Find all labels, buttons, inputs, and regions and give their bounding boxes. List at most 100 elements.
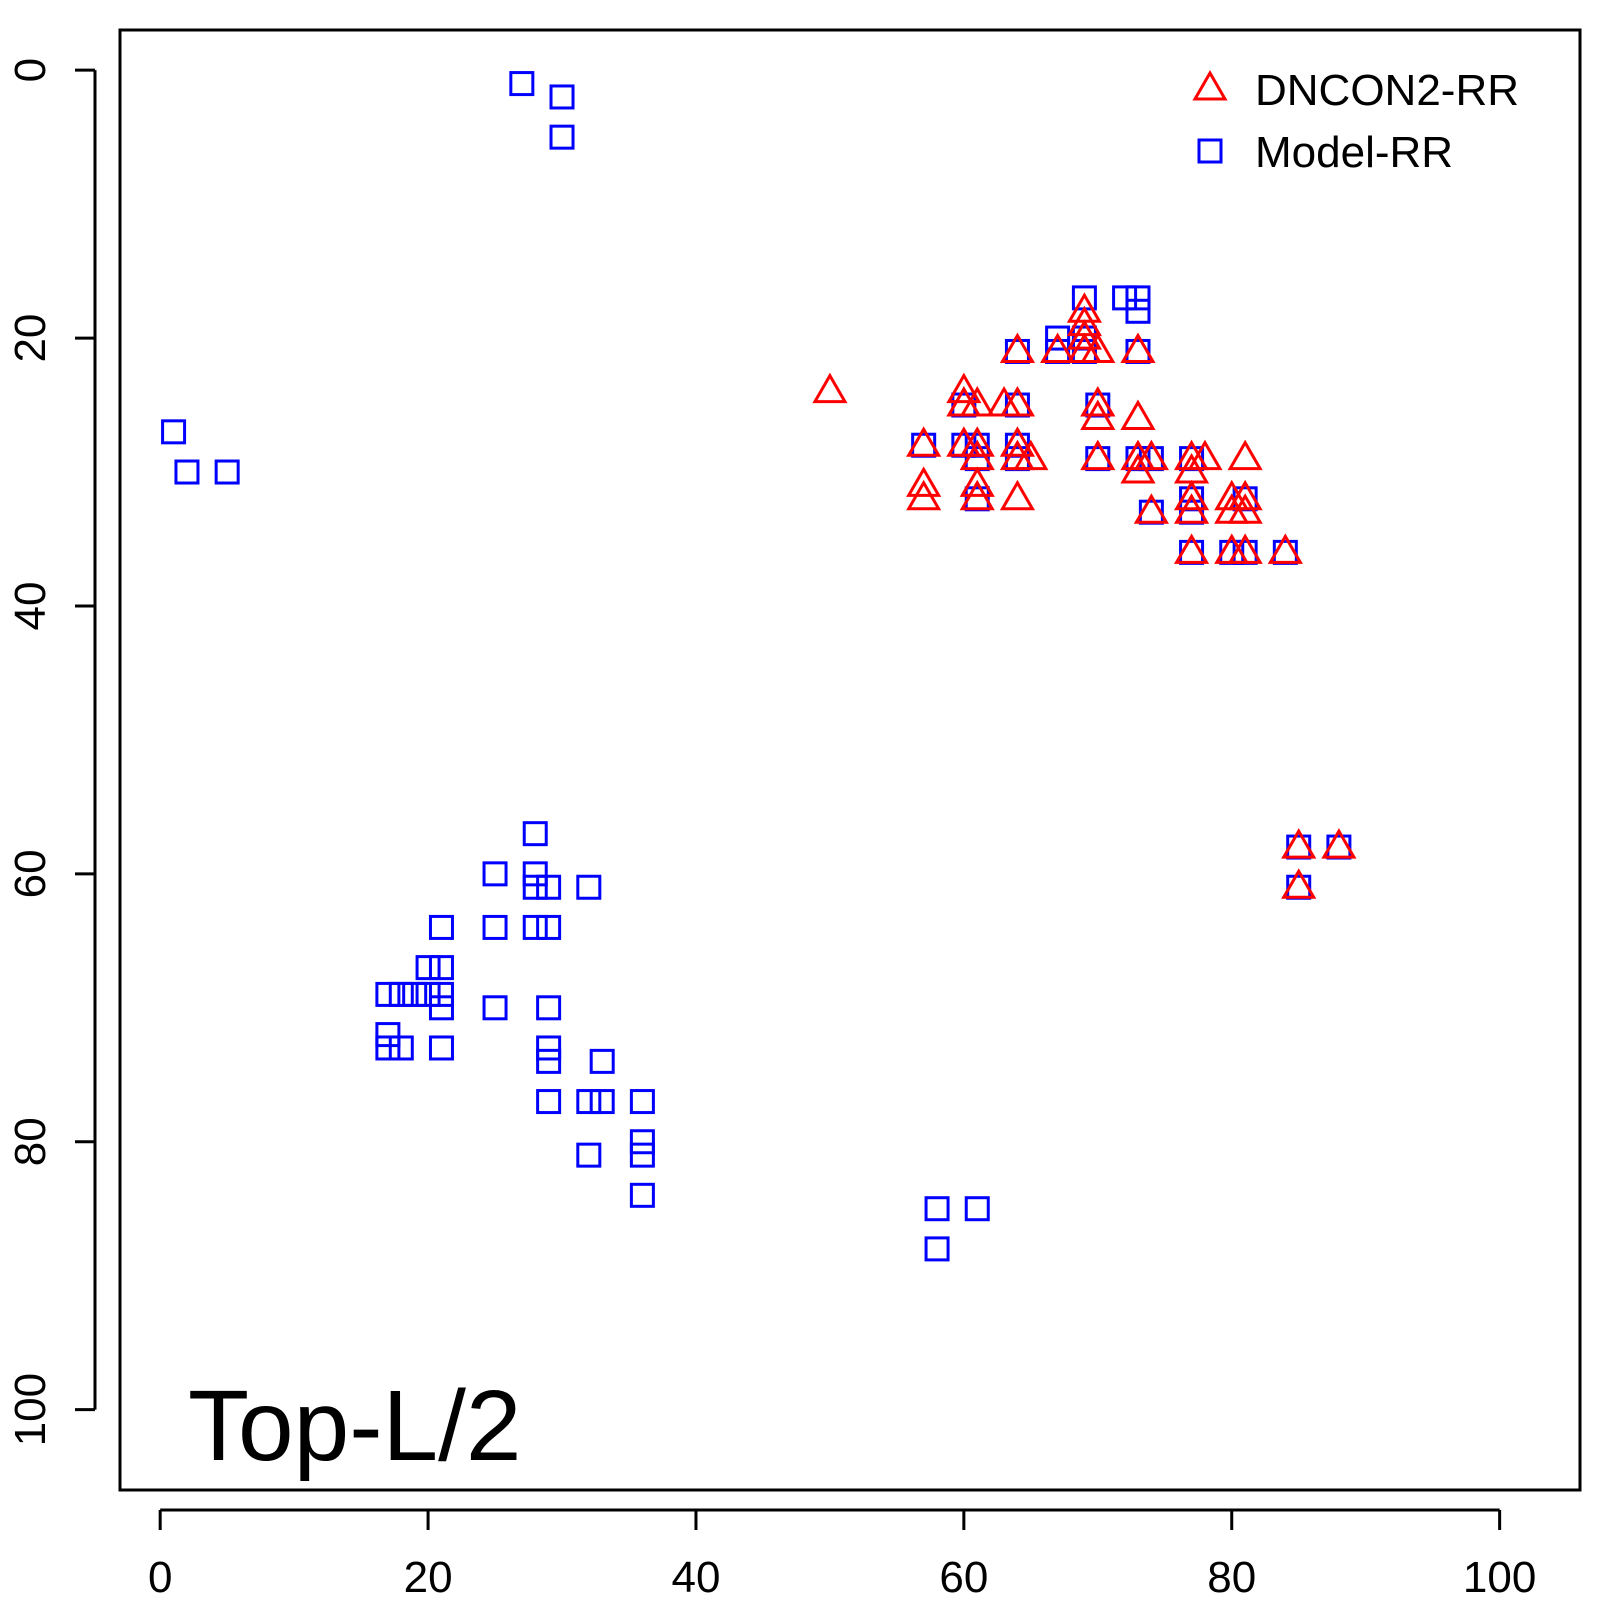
point-model-rr xyxy=(549,124,575,150)
point-dncon2-rr xyxy=(1173,493,1210,524)
point-model-rr xyxy=(924,1196,950,1222)
x-tick-label: 40 xyxy=(671,1553,720,1600)
point-model-rr xyxy=(428,914,454,940)
point-model-rr xyxy=(629,1142,655,1168)
point-model-rr xyxy=(964,1196,990,1222)
point-dncon2-rr xyxy=(1080,399,1116,430)
point-model-rr xyxy=(1045,325,1071,351)
point-model-rr xyxy=(924,1236,950,1262)
point-model-rr xyxy=(536,874,562,900)
legend-item-model-rr: Model-RR xyxy=(1197,128,1453,177)
point-dncon2-rr xyxy=(812,372,848,404)
point-dncon2-rr xyxy=(959,479,995,511)
point-model-rr xyxy=(415,955,441,981)
point-dncon2-rr xyxy=(1080,439,1116,471)
point-model-rr xyxy=(576,1142,602,1168)
x-tick-label: 0 xyxy=(148,1553,172,1600)
point-dncon2-rr xyxy=(1120,399,1156,430)
point-model-rr xyxy=(161,419,187,445)
point-model-rr xyxy=(375,981,401,1007)
point-model-rr xyxy=(536,914,562,940)
point-dncon2-rr xyxy=(1133,439,1169,471)
point-model-rr xyxy=(522,861,548,887)
legend: DNCON2-RR Model-RR xyxy=(1192,66,1519,177)
point-model-rr xyxy=(402,981,428,1007)
point-dncon2-rr xyxy=(1187,439,1223,471)
point-dncon2-rr xyxy=(1133,493,1169,524)
point-dncon2-rr xyxy=(959,466,995,497)
point-dncon2-rr xyxy=(999,426,1036,457)
legend-marker-square xyxy=(1197,138,1223,164)
point-model-rr xyxy=(1125,285,1151,311)
point-dncon2-rr xyxy=(959,386,995,417)
point-dncon2-rr xyxy=(906,426,942,457)
point-model-rr xyxy=(375,1022,401,1048)
point-dncon2-rr xyxy=(1013,439,1049,471)
point-model-rr xyxy=(428,1035,454,1061)
point-dncon2-rr xyxy=(1267,533,1303,564)
point-model-rr xyxy=(482,914,508,940)
point-model-rr xyxy=(629,1129,655,1155)
point-model-rr xyxy=(428,995,454,1021)
point-model-rr xyxy=(522,914,548,940)
y-tick-label: 20 xyxy=(6,314,55,363)
x-tick-label: 100 xyxy=(1463,1553,1536,1600)
point-dncon2-rr xyxy=(999,479,1036,511)
point-model-rr xyxy=(1125,298,1151,324)
point-dncon2-rr xyxy=(1227,533,1263,564)
point-model-rr xyxy=(375,1035,401,1061)
plot-frame xyxy=(118,28,1582,1492)
chart-annotation: Top-L/2 xyxy=(188,1370,522,1482)
point-model-rr xyxy=(174,459,200,485)
point-model-rr xyxy=(214,459,240,485)
point-dncon2-rr xyxy=(999,386,1036,417)
point-model-rr xyxy=(549,84,575,110)
point-dncon2-rr xyxy=(1066,319,1102,350)
point-dncon2-rr xyxy=(1227,479,1263,511)
y-axis: 0 20 40 60 80 100 xyxy=(6,58,97,1446)
point-model-rr xyxy=(576,874,602,900)
point-model-rr xyxy=(536,1035,562,1061)
point-model-rr xyxy=(482,861,508,887)
point-dncon2-rr xyxy=(959,426,995,457)
point-model-rr xyxy=(536,1048,562,1074)
point-dncon2-rr xyxy=(1040,332,1076,363)
legend-label-dncon2-rr: DNCON2-RR xyxy=(1255,66,1519,115)
point-model-rr xyxy=(522,821,548,847)
point-model-rr xyxy=(536,1089,562,1115)
point-dncon2-rr xyxy=(1173,479,1210,511)
point-dncon2-rr xyxy=(999,332,1036,363)
point-model-rr xyxy=(388,1035,414,1061)
point-model-rr xyxy=(589,1089,615,1115)
y-tick-label: 0 xyxy=(6,58,55,82)
x-tick-label: 20 xyxy=(404,1553,453,1600)
point-dncon2-rr xyxy=(1227,493,1263,524)
x-tick-label: 60 xyxy=(939,1553,988,1600)
y-tick-label: 40 xyxy=(6,581,55,630)
point-model-rr xyxy=(482,995,508,1021)
point-model-rr xyxy=(629,1182,655,1208)
x-axis: 0 20 40 60 80 100 xyxy=(148,1508,1536,1600)
point-dncon2-rr xyxy=(1080,386,1116,417)
legend-item-dncon2-rr: DNCON2-RR xyxy=(1192,66,1519,115)
point-model-rr xyxy=(428,955,454,981)
point-dncon2-rr xyxy=(1080,332,1116,363)
point-dncon2-rr xyxy=(1173,533,1210,564)
point-model-rr xyxy=(388,981,414,1007)
point-model-rr xyxy=(629,1089,655,1115)
y-tick-label: 60 xyxy=(6,849,55,898)
point-model-rr xyxy=(509,71,535,97)
point-model-rr xyxy=(1112,285,1138,311)
point-dncon2-rr xyxy=(906,479,942,511)
point-model-rr xyxy=(522,874,548,900)
point-dncon2-rr xyxy=(1120,332,1156,363)
point-dncon2-rr xyxy=(1281,828,1317,859)
point-dncon2-rr xyxy=(906,466,942,497)
data-points xyxy=(161,71,1357,1262)
point-model-rr xyxy=(576,1089,602,1115)
point-model-rr xyxy=(428,981,454,1007)
y-tick-label: 100 xyxy=(6,1373,55,1446)
point-dncon2-rr xyxy=(1281,868,1317,899)
point-model-rr xyxy=(589,1048,615,1074)
